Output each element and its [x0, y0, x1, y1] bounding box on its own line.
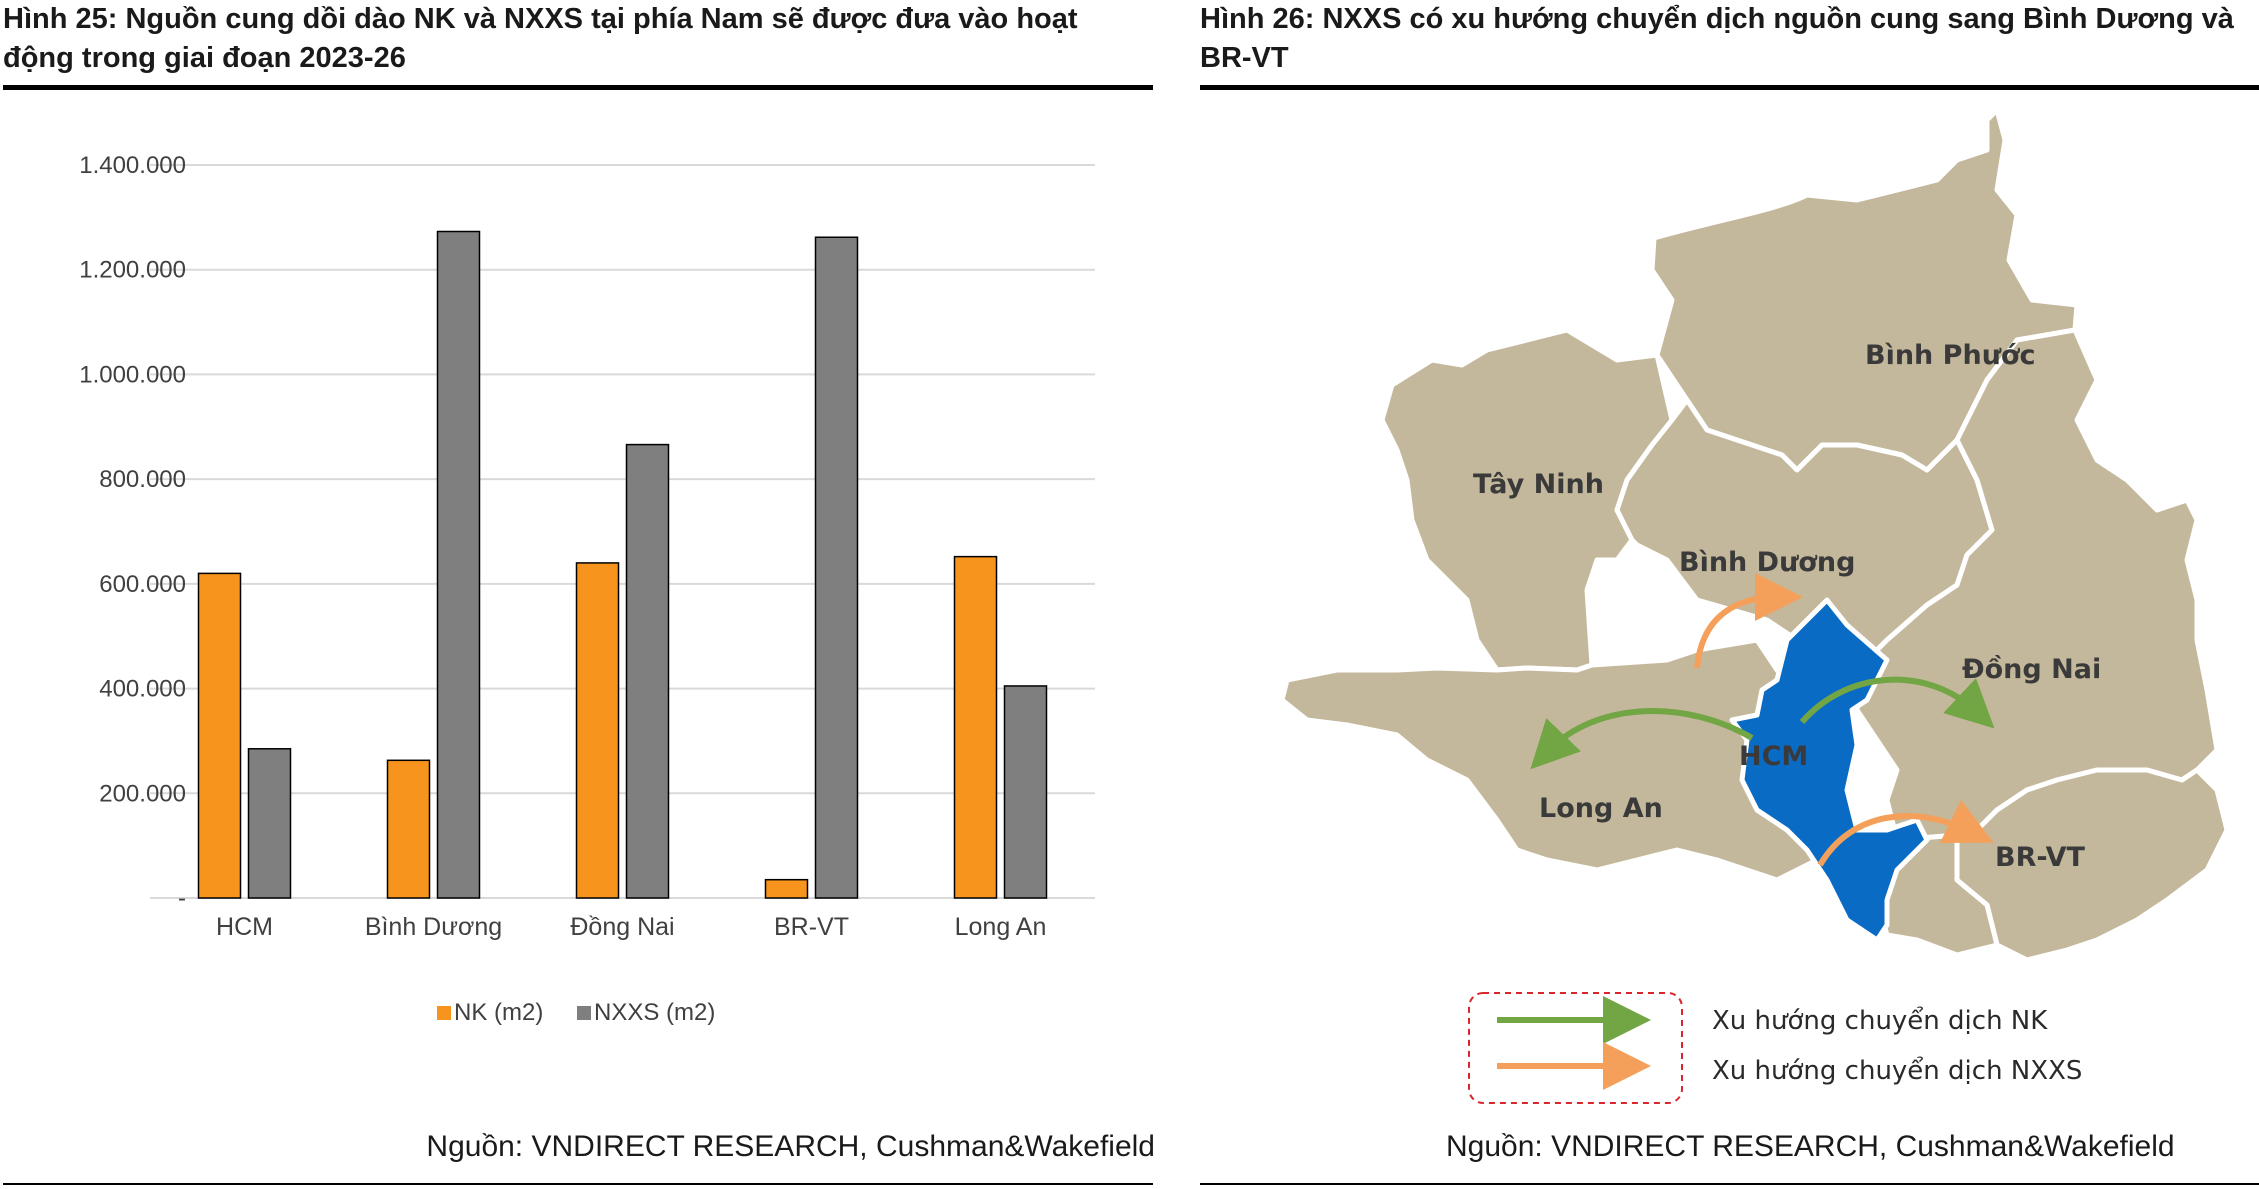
- legend-label: NXXS (m2): [594, 999, 715, 1026]
- nxxs-arrow-brvt: [1817, 799, 1994, 867]
- region-tay-ninh: [1379, 327, 1675, 673]
- legend-swatch: [437, 1006, 451, 1020]
- figure-26-panel: Hình 26: NXXS có xu hướng chuyển dịch ng…: [1197, 0, 2259, 1189]
- y-tick-label: 1.400.000: [79, 152, 186, 179]
- figure-26-title: Hình 26: NXXS có xu hướng chuyển dịch ng…: [1200, 3, 2234, 74]
- title-rule: [3, 85, 1153, 90]
- x-category-label: Đồng Nai: [570, 913, 674, 941]
- x-category-label: BR-VT: [774, 913, 849, 941]
- map-legend-box: [1468, 992, 1683, 1104]
- bar-nk: [575, 562, 620, 899]
- figure-25-source: Nguồn: VNDIRECT RESEARCH, Cushman&Wakefi…: [426, 1130, 1155, 1163]
- bar-nk: [953, 555, 998, 899]
- figure-25-panel: Hình 25: Nguồn cung dồi dào NK và NXXS t…: [3, 3, 1155, 1185]
- bar-nxxs: [1003, 685, 1048, 899]
- label-tay-ninh: Tây Ninh: [1473, 469, 1604, 500]
- legend-swatch: [577, 1006, 591, 1020]
- bottom-rule: [3, 1183, 1153, 1185]
- legend-label: NK (m2): [454, 999, 543, 1026]
- figure-25-title: Hình 25: Nguồn cung dồi dào NK và NXXS t…: [3, 3, 1078, 74]
- label-binh-duong: Bình Dương: [1679, 547, 1855, 578]
- region-brvt: [1954, 767, 2230, 963]
- bottom-rule: [1200, 1183, 2259, 1185]
- region-map: Bình Phước Tây Ninh Bình Dương Đồng Nai …: [1279, 107, 2230, 1104]
- legend-nk-label: Xu hướng chuyển dịch NK: [1712, 1005, 2048, 1036]
- y-tick-label: 600.000: [99, 571, 186, 598]
- y-tick-label: 400.000: [99, 676, 186, 703]
- nk-arrow-long-an: [1530, 708, 1754, 770]
- bar-nk: [197, 572, 242, 899]
- y-tick-label: 1.200.000: [79, 257, 186, 284]
- figure-26-source: Nguồn: VNDIRECT RESEARCH, Cushman&Wakefi…: [1446, 1130, 2175, 1163]
- label-hcm: HCM: [1739, 741, 1808, 772]
- x-category-label: Long An: [955, 913, 1047, 941]
- label-long-an: Long An: [1539, 793, 1663, 824]
- label-brvt: BR-VT: [1995, 842, 2086, 873]
- label-binh-phuoc: Bình Phước: [1865, 340, 2035, 371]
- bar-nk: [386, 759, 431, 899]
- x-category-label: Bình Dương: [365, 913, 502, 941]
- bar-nxxs: [247, 748, 292, 899]
- y-tick-label: 800.000: [99, 466, 186, 493]
- legend-nxxs-label: Xu hướng chuyển dịch NXXS: [1712, 1055, 2082, 1086]
- y-tick-label: 1.000.000: [79, 361, 186, 388]
- bar-nk: [764, 878, 809, 899]
- nxxs-arrow-binh-duong: [1694, 573, 1803, 669]
- bar-chart: - 200.000 400.000 600.000 800.000 1.000.000 1.…: [79, 152, 1095, 1026]
- nk-arrow-dong-nai: [1799, 676, 1995, 729]
- x-category-label: HCM: [216, 913, 273, 941]
- bar-nxxs: [436, 230, 481, 899]
- bar-nxxs: [814, 236, 859, 899]
- label-dong-nai: Đồng Nai: [1962, 654, 2101, 685]
- y-tick-label: 200.000: [99, 780, 186, 807]
- y-tick-label: -: [178, 885, 186, 912]
- bar-nxxs: [625, 443, 670, 899]
- title-rule: [1200, 85, 2259, 90]
